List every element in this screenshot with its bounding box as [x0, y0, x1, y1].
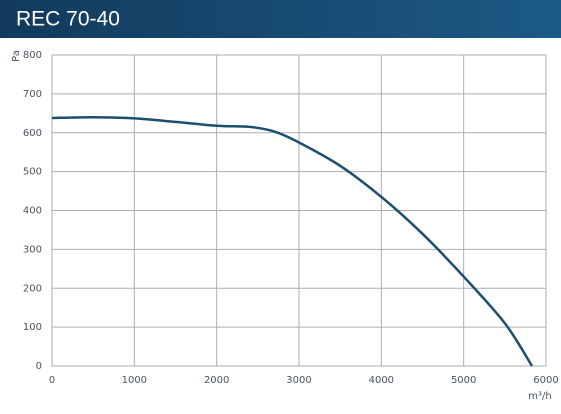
- x-tick-label: 0: [49, 375, 55, 386]
- y-axis-label: Pa: [11, 50, 22, 62]
- y-tick-label: 0: [36, 361, 42, 372]
- chart-title: REC 70-40: [16, 8, 120, 31]
- y-tick-label: 600: [23, 128, 42, 139]
- y-tick-label: 100: [23, 322, 42, 333]
- y-tick-label: 800: [23, 50, 42, 61]
- x-axis-label: m³/h: [528, 391, 551, 402]
- x-tick-label: 5000: [451, 375, 476, 386]
- x-tick-label: 1000: [122, 375, 147, 386]
- y-tick-label: 500: [23, 167, 42, 178]
- x-tick-label: 2000: [204, 375, 229, 386]
- y-tick-label: 200: [23, 283, 42, 294]
- y-tick-label: 300: [23, 244, 42, 255]
- curve: [51, 115, 534, 367]
- y-tick-label: 400: [23, 206, 42, 217]
- y-tick-label: 700: [23, 89, 42, 100]
- x-tick-label: 6000: [533, 375, 558, 386]
- header-bar: [0, 0, 561, 38]
- x-tick-label: 4000: [369, 375, 394, 386]
- x-tick-label: 3000: [286, 375, 311, 386]
